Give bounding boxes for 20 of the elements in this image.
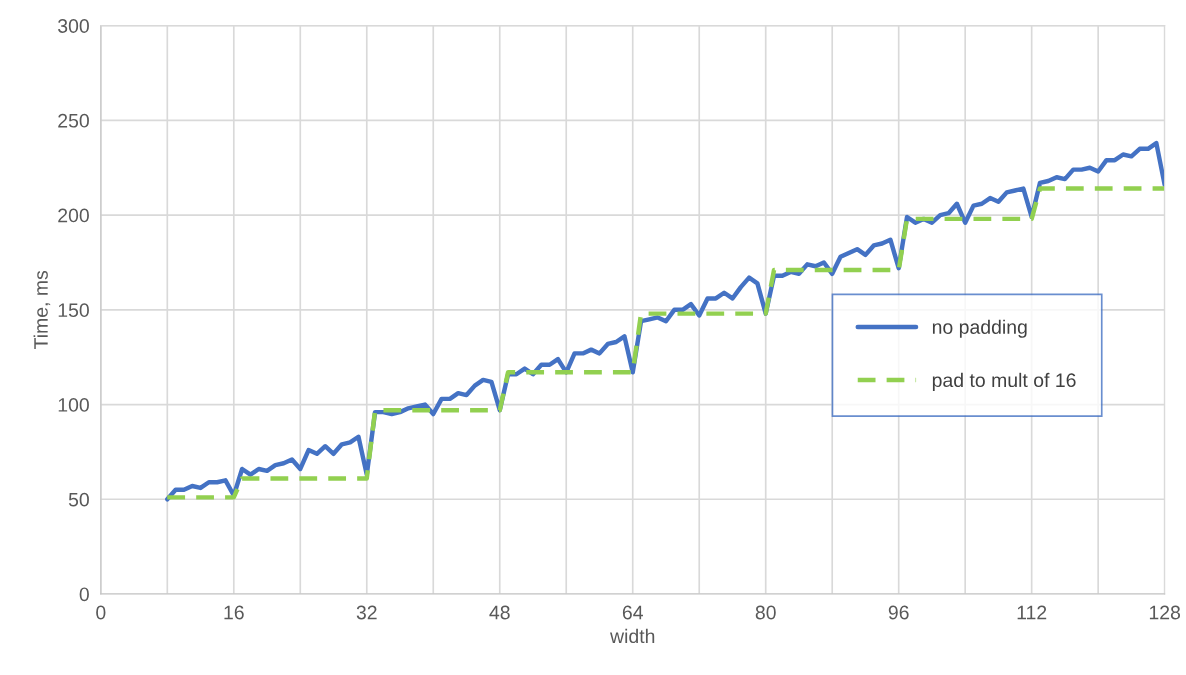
x-tick-label: 112 [1017, 605, 1047, 620]
x-axis-title: width [610, 628, 655, 644]
y-axis-title: Time, ms [33, 270, 51, 349]
y-tick-label: 100 [58, 398, 89, 412]
legend-label: no padding [932, 319, 1027, 338]
legend-label: pad to mult of 16 [932, 372, 1076, 391]
x-tick-label: 96 [888, 605, 909, 620]
x-tick-label: 16 [224, 605, 244, 620]
y-tick-label: 250 [58, 113, 89, 128]
x-tick-label: 32 [356, 605, 377, 620]
x-tick-label: 128 [1149, 605, 1181, 620]
y-tick-label: 0 [79, 587, 89, 602]
y-tick-label: 150 [58, 303, 89, 318]
x-tick-label: 48 [489, 605, 510, 620]
y-tick-label: 200 [58, 208, 89, 223]
x-tick-label: 0 [96, 605, 106, 620]
x-tick-label: 80 [755, 605, 776, 620]
y-tick-label: 50 [68, 492, 89, 507]
x-tick-label: 64 [622, 605, 643, 620]
y-tick-label: 300 [58, 19, 89, 33]
